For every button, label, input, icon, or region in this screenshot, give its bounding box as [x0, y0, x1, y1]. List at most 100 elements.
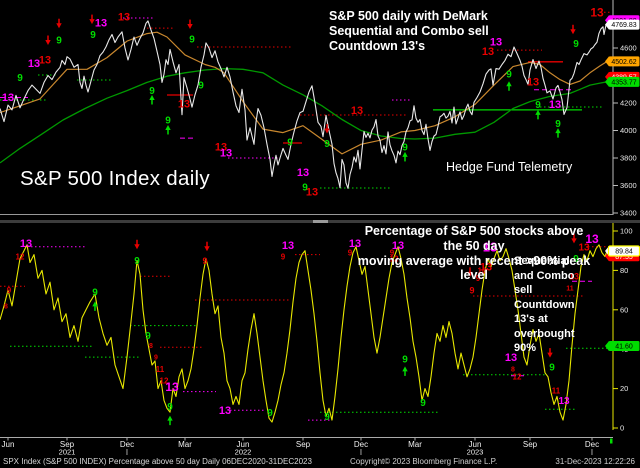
y-axis-tick-label: 3600 — [620, 181, 637, 190]
demark-count-13: 13 — [178, 99, 190, 111]
demark-count-9: 9 — [402, 143, 408, 154]
arrow-down-icon — [326, 124, 328, 129]
arrow-up-icon — [167, 129, 169, 135]
arrow-down-icon — [571, 238, 577, 244]
x-axis-month-label: Mar — [408, 440, 422, 449]
demark-count-11: 11 — [552, 386, 561, 395]
demark-count-9: 9 — [549, 363, 555, 374]
demark-count-9: 9 — [202, 256, 207, 266]
demark-count-13: 13 — [20, 238, 32, 250]
demark-count-12: 12 — [513, 373, 522, 382]
demark-count-13: 13 — [39, 55, 51, 67]
arrow-up-icon — [169, 420, 171, 426]
status-security-description: SPX Index (S&P 500 INDEX) Percentage abo… — [3, 457, 312, 466]
price-label-notch — [605, 341, 609, 352]
price-label-notch — [605, 56, 609, 67]
demark-count-13: 13 — [349, 238, 361, 250]
demark-count-13: 13 — [585, 232, 599, 246]
arrow-down-icon — [58, 18, 60, 24]
demark-count-13: 13 — [490, 36, 502, 48]
demark-count-9: 9 — [324, 412, 330, 423]
x-axis-month-label: Sep — [523, 440, 538, 449]
price-label-4353.77: 4353.77 — [605, 76, 640, 87]
x-axis-month-label: Jun — [237, 440, 250, 449]
arrow-up-icon — [94, 306, 96, 311]
y-axis-tick-label: 4000 — [620, 126, 637, 135]
arrow-down-icon — [467, 271, 473, 277]
demark-count-9: 9 — [92, 288, 98, 299]
arrow-up-icon — [557, 132, 559, 138]
demark-count-13: 13 — [28, 58, 40, 70]
demark-count-13: 13 — [95, 18, 107, 30]
demark-count-13: 13 — [297, 167, 309, 179]
price-label-value: 89.84 — [615, 249, 633, 256]
y-axis-tick-label: 80 — [620, 266, 628, 275]
demark-count-9: 9 — [476, 274, 481, 283]
arrow-down-icon — [204, 246, 210, 252]
y-axis-tick-label: 3800 — [620, 154, 637, 163]
x-axis-month-label: Sep — [60, 440, 75, 449]
demark-count-13: 13 — [482, 46, 494, 58]
arrow-up-icon — [92, 301, 98, 307]
arrow-up-icon — [555, 128, 561, 134]
panel-resize-divider[interactable] — [0, 220, 640, 223]
demark-count-13: 13 — [392, 240, 404, 252]
price-label-box — [608, 19, 640, 30]
demark-count-9: 9 — [573, 254, 579, 265]
demark-count-9: 9 — [535, 100, 541, 111]
y-axis-tick-label: 100 — [620, 227, 633, 236]
arrow-down-icon — [549, 348, 551, 353]
demark-count-9: 9 — [555, 119, 561, 130]
arrow-down-icon — [56, 23, 62, 29]
divider-drag-handle-icon[interactable] — [313, 220, 328, 223]
price-label-notch — [605, 76, 609, 87]
demark-count-9: 9 — [302, 182, 308, 193]
x-axis-month-label: Mar — [178, 440, 192, 449]
demark-count-13: 13 — [165, 380, 179, 394]
arrow-down-icon — [136, 239, 138, 245]
price-label-value: 4353.77 — [611, 79, 636, 86]
demark-count-9: 9 — [145, 331, 151, 342]
demark-count-13: 13 — [483, 239, 497, 254]
demark-count-9: 9 — [402, 355, 408, 366]
series-ma-200-day — [0, 67, 608, 164]
demark-count-9: 9 — [324, 139, 330, 150]
arrow-up-icon — [506, 81, 512, 87]
demark-count-9: 9 — [189, 34, 195, 45]
demark-count-13: 13 — [219, 405, 231, 417]
demark-count-8: 8 — [511, 366, 515, 373]
series-spx-price — [0, 20, 608, 189]
demark-count-12: 12 — [160, 377, 169, 386]
arrow-up-icon — [402, 366, 408, 372]
demark-count-9: 9 — [90, 30, 96, 41]
axis-end-marker — [610, 438, 613, 444]
demark-count-13: 13 — [578, 242, 590, 253]
demark-count-12: 12 — [16, 252, 25, 261]
x-axis-year-label: | — [360, 448, 362, 456]
series-pct-above-50dma — [0, 244, 608, 423]
arrow-down-icon — [547, 352, 553, 358]
demark-count-9: 9 — [287, 137, 293, 148]
demark-count-9: 9 — [17, 73, 23, 84]
arrow-down-icon — [187, 24, 193, 30]
demark-count-13: 13 — [590, 5, 604, 19]
demark-count-9: 9 — [469, 285, 474, 295]
price-label-value: 87.55 — [615, 254, 633, 261]
price-label-value: 41.60 — [615, 344, 633, 351]
demark-count-12: 12 — [390, 254, 399, 263]
x-axis-month-label: Sep — [296, 440, 311, 449]
arrow-down-icon — [573, 233, 575, 239]
demark-count-9: 9 — [154, 355, 158, 362]
demark-count-8: 8 — [4, 303, 8, 310]
demark-count-13: 13 — [306, 187, 318, 199]
demark-count-13: 13 — [118, 11, 130, 23]
demark-count-9: 9 — [390, 249, 395, 258]
arrow-up-icon — [537, 114, 539, 120]
arrow-down-icon — [324, 128, 330, 134]
price-label-4769.83: 4769.83 — [605, 19, 640, 30]
price-label-value: 4502.62 — [611, 59, 636, 66]
demark-count-9: 9 — [149, 86, 155, 97]
